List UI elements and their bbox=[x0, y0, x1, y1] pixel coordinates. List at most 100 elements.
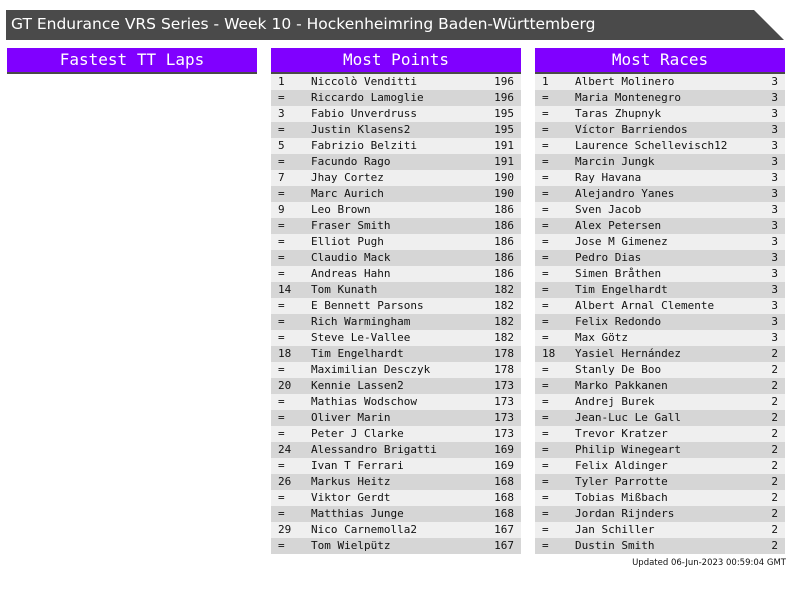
value: 186 bbox=[494, 235, 514, 248]
name: Andreas Hahn bbox=[311, 267, 391, 280]
rank: = bbox=[542, 475, 549, 488]
rank: = bbox=[542, 107, 549, 120]
name: Tobias Mißbach bbox=[575, 491, 668, 504]
rank: = bbox=[278, 411, 285, 424]
rank: 18 bbox=[542, 347, 556, 360]
name: Matthias Junge bbox=[311, 507, 404, 520]
rank: = bbox=[542, 219, 549, 232]
name: Stanly De Boo bbox=[575, 363, 662, 376]
rank: = bbox=[542, 315, 549, 328]
table-row: = Marko Pakkanen 2 bbox=[535, 378, 785, 394]
table-row: = Marcin Jungk 3 bbox=[535, 154, 785, 170]
name: Markus Heitz bbox=[311, 475, 391, 488]
table-row: 24 Alessandro Brigatti 169 bbox=[271, 442, 521, 458]
rank: = bbox=[542, 299, 549, 312]
name: Steve Le-Vallee bbox=[311, 331, 411, 344]
rank: = bbox=[278, 235, 285, 248]
value: 191 bbox=[494, 139, 514, 152]
value: 2 bbox=[771, 395, 778, 408]
table-row: = Tyler Parrotte 2 bbox=[535, 474, 785, 490]
value: 169 bbox=[494, 443, 514, 456]
rank: = bbox=[542, 523, 549, 536]
value: 3 bbox=[771, 331, 778, 344]
panel-most-points: Most Points 1 Niccolò Venditti 196 = Riccard… bbox=[271, 48, 521, 554]
table-row: = Albert Arnal Clemente 3 bbox=[535, 298, 785, 314]
panel-header: Most Races bbox=[535, 48, 785, 74]
table-row: = Tom Wielpütz 167 bbox=[271, 538, 521, 554]
name: Andrej Burek bbox=[575, 395, 655, 408]
table-row: = Fraser Smith 186 bbox=[271, 218, 521, 234]
table-row: = Andreas Hahn 186 bbox=[271, 266, 521, 282]
name: Fabrizio Belziti bbox=[311, 139, 417, 152]
table-row: = Jan Schiller 2 bbox=[535, 522, 785, 538]
value: 168 bbox=[494, 491, 514, 504]
rank: 9 bbox=[278, 203, 285, 216]
table-row: = Steve Le-Vallee 182 bbox=[271, 330, 521, 346]
value: 2 bbox=[771, 427, 778, 440]
value: 3 bbox=[771, 187, 778, 200]
name: Maximilian Desczyk bbox=[311, 363, 431, 376]
name: Trevor Kratzer bbox=[575, 427, 668, 440]
rank: = bbox=[542, 251, 549, 264]
table-row: = Mathias Wodschow 173 bbox=[271, 394, 521, 410]
name: Max Götz bbox=[575, 331, 628, 344]
table-row: = E Bennett Parsons 182 bbox=[271, 298, 521, 314]
name: Tim Engelhardt bbox=[575, 283, 668, 296]
rank: 29 bbox=[278, 523, 292, 536]
name: Mathias Wodschow bbox=[311, 395, 417, 408]
rank: = bbox=[542, 443, 549, 456]
rank: = bbox=[278, 91, 285, 104]
table-row: = Justin Klasens2 195 bbox=[271, 122, 521, 138]
rank: = bbox=[542, 507, 549, 520]
title-bar: GT Endurance VRS Series - Week 10 - Hock… bbox=[6, 10, 784, 40]
name: Fabio Unverdruss bbox=[311, 107, 417, 120]
name: Jose M Gimenez bbox=[575, 235, 668, 248]
rank: = bbox=[542, 395, 549, 408]
table-row: = Víctor Barriendos 3 bbox=[535, 122, 785, 138]
name: Albert Arnal Clemente bbox=[575, 299, 715, 312]
value: 182 bbox=[494, 299, 514, 312]
name: Facundo Rago bbox=[311, 155, 391, 168]
table-row: = Tobias Mißbach 2 bbox=[535, 490, 785, 506]
value: 190 bbox=[494, 171, 514, 184]
name: Pedro Dias bbox=[575, 251, 642, 264]
rank: = bbox=[278, 123, 285, 136]
value: 178 bbox=[494, 347, 514, 360]
value: 2 bbox=[771, 411, 778, 424]
panel-fastest-tt-laps: Fastest TT Laps bbox=[7, 48, 257, 74]
table-row: = Taras Zhupnyk 3 bbox=[535, 106, 785, 122]
name: Tom Kunath bbox=[311, 283, 378, 296]
name: Felix Aldinger bbox=[575, 459, 668, 472]
name: Nico Carnemolla2 bbox=[311, 523, 417, 536]
name: Fraser Smith bbox=[311, 219, 391, 232]
value: 2 bbox=[771, 507, 778, 520]
value: 168 bbox=[494, 507, 514, 520]
table-row: 20 Kennie Lassen2 173 bbox=[271, 378, 521, 394]
table-row: = Matthias Junge 168 bbox=[271, 506, 521, 522]
table-row: 18 Tim Engelhardt 178 bbox=[271, 346, 521, 362]
table-row: = Peter J Clarke 173 bbox=[271, 426, 521, 442]
value: 178 bbox=[494, 363, 514, 376]
table-row: = Trevor Kratzer 2 bbox=[535, 426, 785, 442]
rank: = bbox=[542, 123, 549, 136]
rank: = bbox=[278, 395, 285, 408]
rank: 3 bbox=[278, 107, 285, 120]
value: 3 bbox=[771, 235, 778, 248]
value: 2 bbox=[771, 539, 778, 552]
table-row: = Alejandro Yanes 3 bbox=[535, 186, 785, 202]
rank: = bbox=[278, 299, 285, 312]
rank: = bbox=[278, 315, 285, 328]
value: 3 bbox=[771, 155, 778, 168]
value: 3 bbox=[771, 107, 778, 120]
value: 2 bbox=[771, 475, 778, 488]
name: Albert Molinero bbox=[575, 75, 675, 88]
value: 173 bbox=[494, 427, 514, 440]
table-row: 1 Niccolò Venditti 196 bbox=[271, 74, 521, 90]
rank: = bbox=[278, 507, 285, 520]
name: Jhay Cortez bbox=[311, 171, 384, 184]
table-row: 26 Markus Heitz 168 bbox=[271, 474, 521, 490]
table-row: = Pedro Dias 3 bbox=[535, 250, 785, 266]
table-row: = Ray Havana 3 bbox=[535, 170, 785, 186]
table-row: = Stanly De Boo 2 bbox=[535, 362, 785, 378]
rank: = bbox=[542, 491, 549, 504]
